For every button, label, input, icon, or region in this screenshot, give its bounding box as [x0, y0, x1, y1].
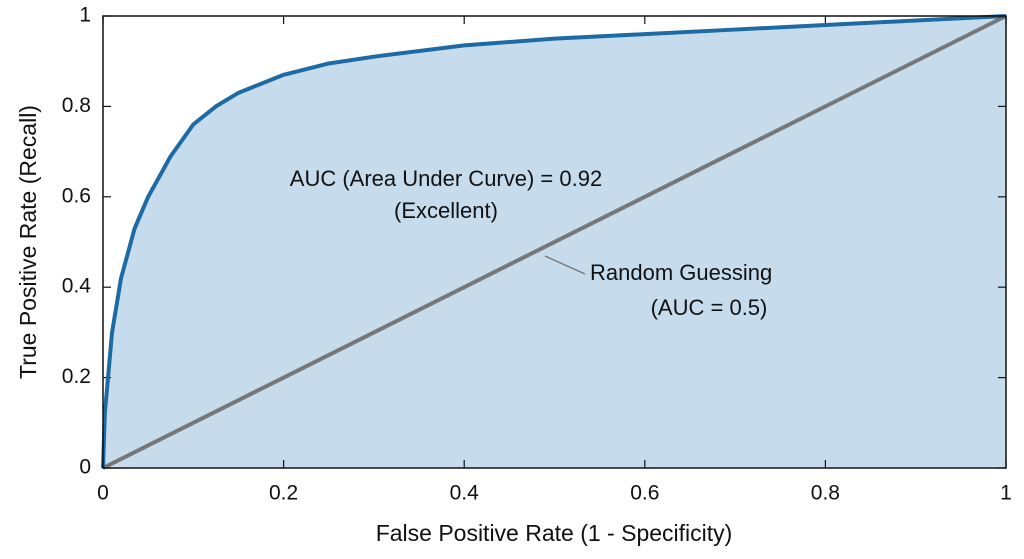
y-tick-label: 0.4 [62, 275, 92, 298]
annotation: (AUC = 0.5) [651, 295, 768, 320]
random-guess-line [102, 14, 1007, 470]
x-tick-label: 0.8 [811, 482, 840, 505]
y-axis-label: True Positive Rate (Recall) [15, 105, 41, 379]
y-tick-label: 0 [79, 456, 91, 479]
y-tick-label: 0.2 [62, 365, 91, 388]
x-tick-label: 0 [97, 482, 109, 505]
y-tick-label: 0.6 [62, 184, 91, 207]
y-tick-label: 0.8 [62, 94, 91, 117]
roc-curve [101, 14, 1007, 469]
x-tick-label: 0.4 [450, 482, 480, 505]
annotation: Random Guessing [590, 260, 772, 285]
x-tick-label: 0.6 [630, 482, 659, 505]
plot-frame [102, 15, 1007, 469]
x-axis-label: False Positive Rate (1 - Specificity) [376, 520, 733, 546]
annotation: (Excellent) [394, 198, 498, 223]
y-tick-label: 1 [79, 4, 91, 27]
annotation: AUC (Area Under Curve) = 0.92 [290, 166, 602, 191]
x-tick-label: 1 [1000, 482, 1012, 505]
annotation-leader [544, 255, 586, 275]
x-tick-label: 0.2 [269, 482, 298, 505]
